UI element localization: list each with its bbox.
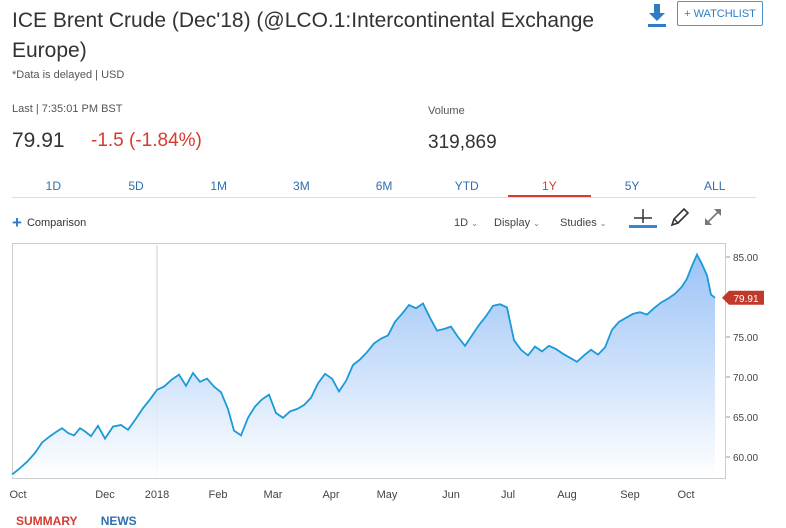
y-tick-label: 60.00 xyxy=(733,453,758,464)
chevron-down-icon: ⌄ xyxy=(599,219,607,228)
expand-icon xyxy=(705,209,721,225)
x-tick-label: Oct xyxy=(677,489,694,501)
news-tab[interactable]: NEWS xyxy=(100,514,137,528)
crosshair-tool-button[interactable] xyxy=(628,206,658,230)
x-tick-label: Dec xyxy=(95,489,115,501)
last-price-tag-label: 79.91 xyxy=(733,294,758,305)
plus-icon: + xyxy=(12,213,22,232)
last-price-tag xyxy=(722,290,764,305)
y-tick-label: 75.00 xyxy=(733,333,758,344)
data-delayed-note: *Data is delayed | USD xyxy=(12,69,125,81)
tab-6m[interactable]: 6M xyxy=(375,179,393,193)
x-tick-label: Apr xyxy=(322,489,339,501)
tabs-divider xyxy=(12,197,756,198)
range-tabs: 1D 5D 1M 3M 6M YTD 1Y 5Y ALL xyxy=(12,176,756,198)
tab-5d[interactable]: 5D xyxy=(128,179,144,193)
interval-label: 1D xyxy=(454,217,469,229)
x-tick-label: Feb xyxy=(209,489,228,501)
price-change: -1.5 (-1.84%) xyxy=(91,130,202,151)
x-tick-label: Aug xyxy=(557,489,577,501)
price-chart-frame xyxy=(12,243,726,479)
crosshair-icon xyxy=(629,209,657,228)
display-label: Display xyxy=(494,217,531,229)
studies-dropdown[interactable]: Studies ⌄ xyxy=(560,217,606,229)
studies-label: Studies xyxy=(560,217,597,229)
tab-1m[interactable]: 1M xyxy=(210,179,228,193)
watchlist-button[interactable]: + WATCHLIST xyxy=(677,1,763,26)
summary-tab[interactable]: SUMMARY xyxy=(16,514,78,528)
price-line xyxy=(11,252,716,476)
x-tick-label: Sep xyxy=(620,489,640,501)
y-tick-label: 70.00 xyxy=(733,373,758,384)
x-tick-label: May xyxy=(377,489,398,501)
tab-ytd[interactable]: YTD xyxy=(454,179,479,193)
tab-all[interactable]: ALL xyxy=(704,179,726,193)
comparison-label: Comparison xyxy=(26,217,87,229)
download-button[interactable] xyxy=(645,2,669,28)
volume-value: 319,869 xyxy=(428,132,497,153)
volume-label: Volume xyxy=(428,105,465,117)
x-tick-label: Jul xyxy=(501,489,515,501)
tab-3m[interactable]: 3M xyxy=(293,179,310,193)
tab-1y[interactable]: 1Y xyxy=(508,176,591,198)
display-dropdown[interactable]: Display ⌄ xyxy=(494,217,540,229)
y-tick-label: 65.00 xyxy=(733,413,758,424)
interval-dropdown[interactable]: 1D ⌄ xyxy=(454,217,478,229)
chevron-down-icon: ⌄ xyxy=(471,219,478,228)
download-icon xyxy=(648,4,666,27)
price-area xyxy=(12,254,715,477)
last-price: 79.91 xyxy=(12,129,65,152)
x-tick-label: Oct xyxy=(9,489,26,501)
draw-tool-button[interactable] xyxy=(666,206,696,230)
fullscreen-button[interactable] xyxy=(700,206,730,230)
last-trade-label: Last | 7:35:01 PM BST xyxy=(12,103,123,115)
tab-5y[interactable]: 5Y xyxy=(624,179,640,193)
tab-1d[interactable]: 1D xyxy=(45,179,61,193)
y-tick-label: 85.00 xyxy=(733,253,758,264)
x-tick-label: 2018 xyxy=(145,489,169,501)
page-title: ICE Brent Crude (Dec'18) (@LCO.1:Interco… xyxy=(12,9,595,62)
bottom-tabs: SUMMARY NEWS xyxy=(16,514,137,528)
pencil-icon xyxy=(670,207,690,227)
x-tick-label: Jun xyxy=(442,489,460,501)
x-tick-label: Mar xyxy=(264,489,283,501)
chevron-down-icon: ⌄ xyxy=(533,219,540,228)
comparison-button[interactable]: + Comparison xyxy=(12,213,87,232)
